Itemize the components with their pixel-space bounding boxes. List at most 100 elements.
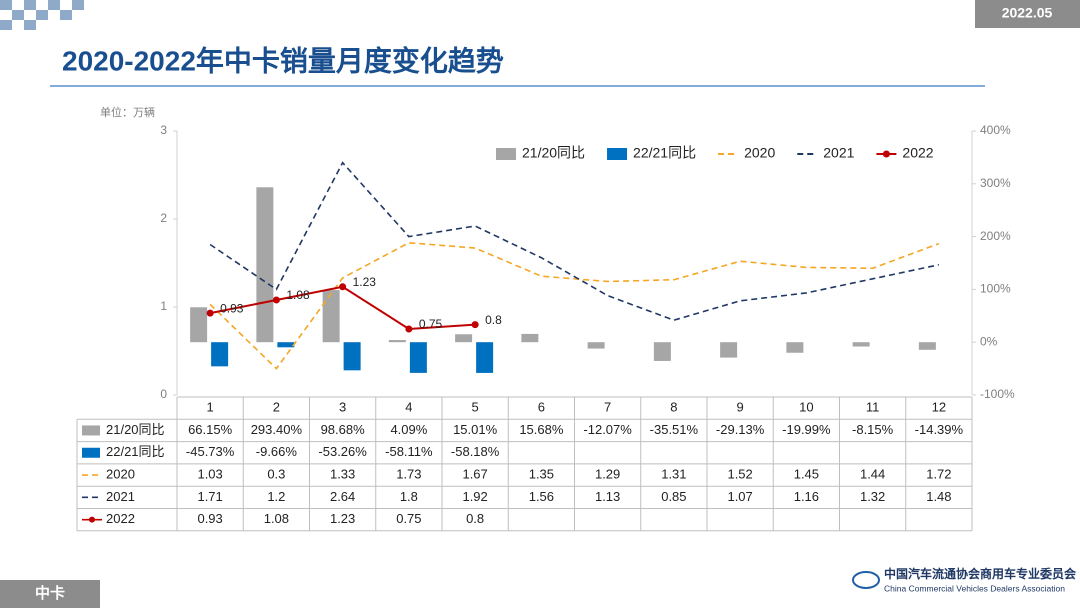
- table-cell: 1.52: [727, 466, 752, 481]
- y2-tick-label: 100%: [980, 282, 1011, 296]
- bar: [256, 187, 274, 343]
- footer-text: 中卡: [35, 584, 65, 602]
- date-badge-text: 2022.05: [1002, 5, 1053, 21]
- legend-label: 2020: [744, 145, 775, 161]
- table-cell: -9.66%: [256, 444, 298, 459]
- table-cell: -19.99%: [782, 422, 831, 437]
- table-row-label: 22/21同比: [106, 444, 165, 459]
- x-tick-label: 10: [799, 400, 813, 415]
- table-cell: 1.2: [267, 489, 285, 504]
- bar: [720, 342, 738, 358]
- table-cell: 1.48: [926, 489, 951, 504]
- table-cell: 98.68%: [321, 422, 366, 437]
- logo-en: China Commercial Vehicles Dealers Associ…: [884, 583, 1065, 593]
- table-cell: 1.35: [529, 466, 554, 481]
- table-row-label: 2020: [106, 466, 135, 481]
- table-cell: 0.93: [197, 511, 222, 526]
- table-cell: 1.29: [595, 466, 620, 481]
- table-swatch: [82, 425, 100, 436]
- bar: [388, 340, 406, 343]
- legend-swatch: [607, 148, 628, 160]
- footer-badge: [0, 580, 100, 608]
- table-cell: 1.67: [462, 466, 487, 481]
- data-label: 0.75: [419, 317, 443, 331]
- table-cell: 0.75: [396, 511, 421, 526]
- corner-decoration: [0, 0, 84, 30]
- table-cell: 4.09%: [390, 422, 427, 437]
- table-cell: -58.11%: [385, 444, 433, 459]
- table-cell: 1.03: [197, 466, 222, 481]
- x-tick-label: 9: [737, 400, 744, 415]
- table-row-label: 2021: [106, 489, 135, 504]
- x-tick-label: 2: [273, 400, 280, 415]
- table-cell: -8.15%: [852, 422, 894, 437]
- x-tick-label: 8: [670, 400, 677, 415]
- bar: [455, 334, 473, 343]
- table-cell: 1.31: [661, 466, 686, 481]
- table-cell: 0.8: [466, 511, 484, 526]
- bar: [409, 342, 427, 373]
- data-label: 1.08: [286, 288, 310, 302]
- bar: [587, 342, 605, 349]
- line-marker: [272, 296, 280, 304]
- table-cell: 1.08: [264, 511, 289, 526]
- data-label: 1.23: [353, 275, 377, 289]
- bar: [786, 342, 804, 353]
- y2-tick-label: 400%: [980, 123, 1011, 137]
- table-marker: [89, 516, 95, 523]
- table-cell: 1.23: [330, 511, 355, 526]
- table-cell: 66.15%: [188, 422, 233, 437]
- table-cell: 1.13: [595, 489, 620, 504]
- table-cell: 1.16: [794, 489, 819, 504]
- bar: [277, 342, 295, 348]
- table-cell: 0.3: [267, 466, 285, 481]
- table-cell: 0.85: [661, 489, 686, 504]
- table-cell: 1.56: [529, 489, 554, 504]
- bar: [476, 342, 494, 373]
- logo-icon: [852, 571, 880, 589]
- x-tick-label: 3: [339, 400, 346, 415]
- chart-title: 2020-2022年中卡销量月度变化趋势: [62, 44, 504, 76]
- y-tick-label: 1: [160, 299, 167, 313]
- table-cell: 15.68%: [519, 422, 564, 437]
- table-cell: -35.51%: [650, 422, 699, 437]
- table-cell: 1.44: [860, 466, 885, 481]
- table-row-label: 21/20同比: [106, 422, 165, 437]
- logo-cn: 中国汽车流通协会商用车专业委员会: [884, 566, 1077, 581]
- bar: [852, 342, 870, 347]
- table-cell: -14.39%: [915, 422, 964, 437]
- date-badge: [975, 0, 1080, 28]
- line-marker: [405, 325, 413, 333]
- legend-label: 2022: [902, 145, 933, 161]
- line: [209, 161, 940, 322]
- legend-label: 22/21同比: [633, 145, 696, 161]
- legend-swatch: [496, 148, 516, 160]
- bar: [521, 333, 539, 343]
- line: [209, 241, 940, 370]
- table-cell: 2.64: [330, 489, 355, 504]
- y2-tick-label: 200%: [980, 229, 1011, 243]
- table-row-label: 2022: [106, 511, 135, 526]
- legend-label: 2021: [823, 145, 854, 161]
- table-swatch: [82, 447, 100, 458]
- y-tick-label: 3: [160, 123, 167, 137]
- table-cell: 1.07: [727, 489, 752, 504]
- x-tick-label: 7: [604, 400, 611, 415]
- y-tick-label: 0: [160, 387, 167, 401]
- x-tick-label: 1: [207, 400, 214, 415]
- table-cell: -29.13%: [716, 422, 765, 437]
- table-cell: 1.71: [197, 489, 222, 504]
- y2-tick-label: -100%: [980, 387, 1015, 401]
- bar: [918, 342, 936, 350]
- x-tick-label: 4: [405, 400, 412, 415]
- x-tick-label: 12: [932, 400, 946, 415]
- table-cell: -53.26%: [318, 444, 367, 459]
- bar: [322, 290, 340, 343]
- table-cell: -45.73%: [186, 444, 235, 459]
- bar: [211, 342, 229, 367]
- table-cell: 1.73: [396, 466, 421, 481]
- x-tick-label: 6: [538, 400, 545, 415]
- bar: [343, 342, 361, 371]
